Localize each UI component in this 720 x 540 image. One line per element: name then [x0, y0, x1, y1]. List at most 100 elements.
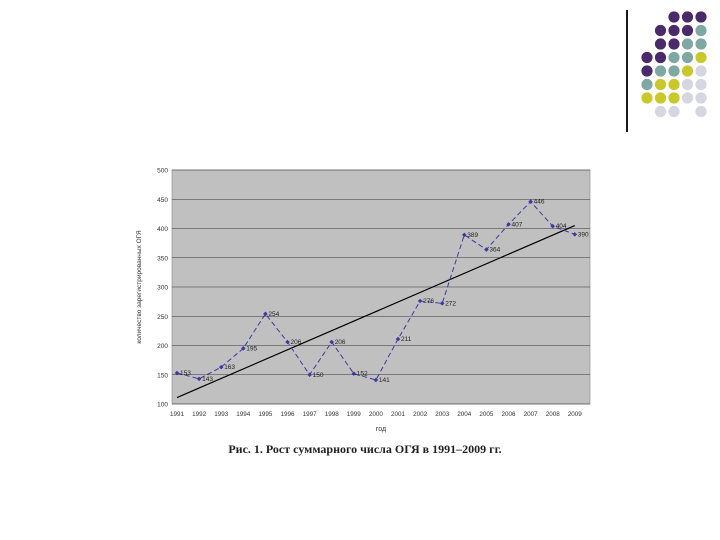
x-tick-label: 1999	[347, 411, 362, 418]
decor-dot	[681, 11, 694, 23]
data-labels: 153 143 163 195 254 206 150 206 152 141 211 276 272 3…	[180, 199, 589, 384]
decor-dot	[668, 24, 680, 37]
data-point	[550, 223, 555, 229]
x-tick-labels: 1991 1992 1993 1994 1995 1996 1997 1998 1999 2000…	[170, 411, 582, 418]
data-label: 153	[180, 370, 191, 377]
data-label: 276	[423, 298, 434, 305]
y-tick-label: 450	[157, 197, 168, 204]
data-point	[263, 311, 268, 317]
data-point	[373, 377, 379, 383]
decor-dot	[695, 92, 707, 104]
decor-dot	[668, 51, 680, 64]
y-tick-label: 400	[157, 226, 168, 233]
decor-dot	[681, 24, 694, 37]
data-label: 163	[224, 364, 235, 371]
line-chart: 100 150 200 250 300 350 400 450 500 1991 1992 1993…	[136, 168, 591, 433]
decor-dot	[641, 92, 653, 104]
decor-dot	[654, 92, 667, 104]
y-tick-label: 500	[157, 168, 168, 175]
y-tick-label: 250	[157, 314, 168, 321]
data-label: 446	[534, 199, 545, 206]
x-tick-label: 1997	[303, 411, 318, 418]
figure-caption: Рис. 1. Рост суммарного числа ОГЯ в 1991…	[228, 442, 502, 456]
data-point	[462, 232, 467, 238]
data-point	[307, 372, 312, 378]
data-label: 389	[467, 232, 478, 239]
data-label: 254	[268, 311, 279, 318]
decor-dot	[695, 11, 707, 23]
y-tick-label: 350	[157, 255, 168, 262]
gridlines	[172, 169, 590, 405]
decor-dot	[641, 65, 653, 77]
y-tick-label: 200	[157, 343, 168, 350]
decor-dot	[695, 51, 707, 64]
x-tick-label: 1993	[214, 411, 229, 418]
decor-dot	[668, 105, 680, 118]
x-tick-label: 1998	[325, 411, 340, 418]
decor-dot	[654, 51, 667, 64]
data-label: 404	[556, 223, 567, 230]
x-tick-label: 2008	[546, 411, 561, 418]
decor-dot	[654, 78, 667, 91]
x-tick-label: 1995	[258, 411, 273, 418]
data-point	[395, 336, 401, 342]
data-label: 206	[335, 339, 346, 346]
trend-line	[176, 225, 576, 399]
data-point	[351, 371, 357, 376]
data-label: 141	[379, 377, 390, 384]
data-label: 206	[291, 339, 302, 346]
x-tick-label: 1996	[280, 411, 295, 418]
x-axis-label: год	[376, 426, 386, 433]
y-tick-labels: 100 150 200 250 300 350 400 450 500	[157, 168, 168, 409]
data-label: 150	[313, 372, 324, 379]
data-point	[417, 298, 423, 304]
y-tick-label: 150	[157, 372, 168, 379]
data-label: 152	[357, 371, 368, 378]
decor-dot	[668, 78, 680, 91]
data-label: 195	[246, 345, 257, 352]
x-tick-label: 2004	[457, 411, 472, 418]
decor-dot	[654, 38, 667, 50]
x-tick-label: 2001	[391, 411, 406, 418]
decor-dot	[654, 65, 667, 77]
x-tick-label: 2003	[435, 411, 450, 418]
data-label: 272	[445, 300, 456, 307]
data-label: 390	[578, 231, 589, 238]
x-tick-label: 2002	[413, 411, 428, 418]
decor-dot	[641, 78, 653, 91]
decor-dot	[681, 92, 694, 104]
data-point	[329, 339, 334, 345]
x-tick-label: 1991	[170, 411, 185, 418]
y-tick-label: 300	[157, 285, 168, 292]
x-tick-label: 1994	[236, 411, 251, 418]
decor-dot	[695, 78, 707, 91]
y-tick-label: 100	[157, 402, 168, 409]
x-tick-label: 2005	[479, 411, 494, 418]
decor-dot	[695, 65, 707, 77]
x-tick-label: 1992	[192, 411, 207, 418]
decor-dot	[668, 65, 680, 77]
x-tick-label: 2007	[524, 411, 539, 418]
decor-dot	[668, 92, 680, 104]
x-tick-label: 2009	[568, 411, 583, 418]
decor-dot	[654, 105, 667, 118]
data-label: 143	[202, 376, 213, 383]
decor-dot	[681, 78, 694, 91]
data-label: 211	[401, 336, 412, 343]
decor-dot	[681, 65, 694, 77]
data-label: 364	[489, 247, 500, 254]
decorative-vertical-line	[626, 10, 628, 132]
y-axis-label: количество зарегистрированных ОГЯ	[136, 230, 143, 344]
decor-dot	[641, 51, 653, 64]
data-point	[439, 301, 445, 306]
decor-dot	[668, 38, 680, 50]
data-label: 407	[512, 221, 523, 228]
x-tick-label: 2006	[501, 411, 516, 418]
data-point	[218, 364, 224, 370]
decor-dot	[668, 11, 680, 23]
decor-dot	[695, 24, 707, 37]
decor-dot	[681, 51, 694, 64]
decor-dot	[695, 105, 707, 118]
decorative-dot-grid	[641, 11, 707, 118]
x-tick-label: 2000	[369, 411, 384, 418]
